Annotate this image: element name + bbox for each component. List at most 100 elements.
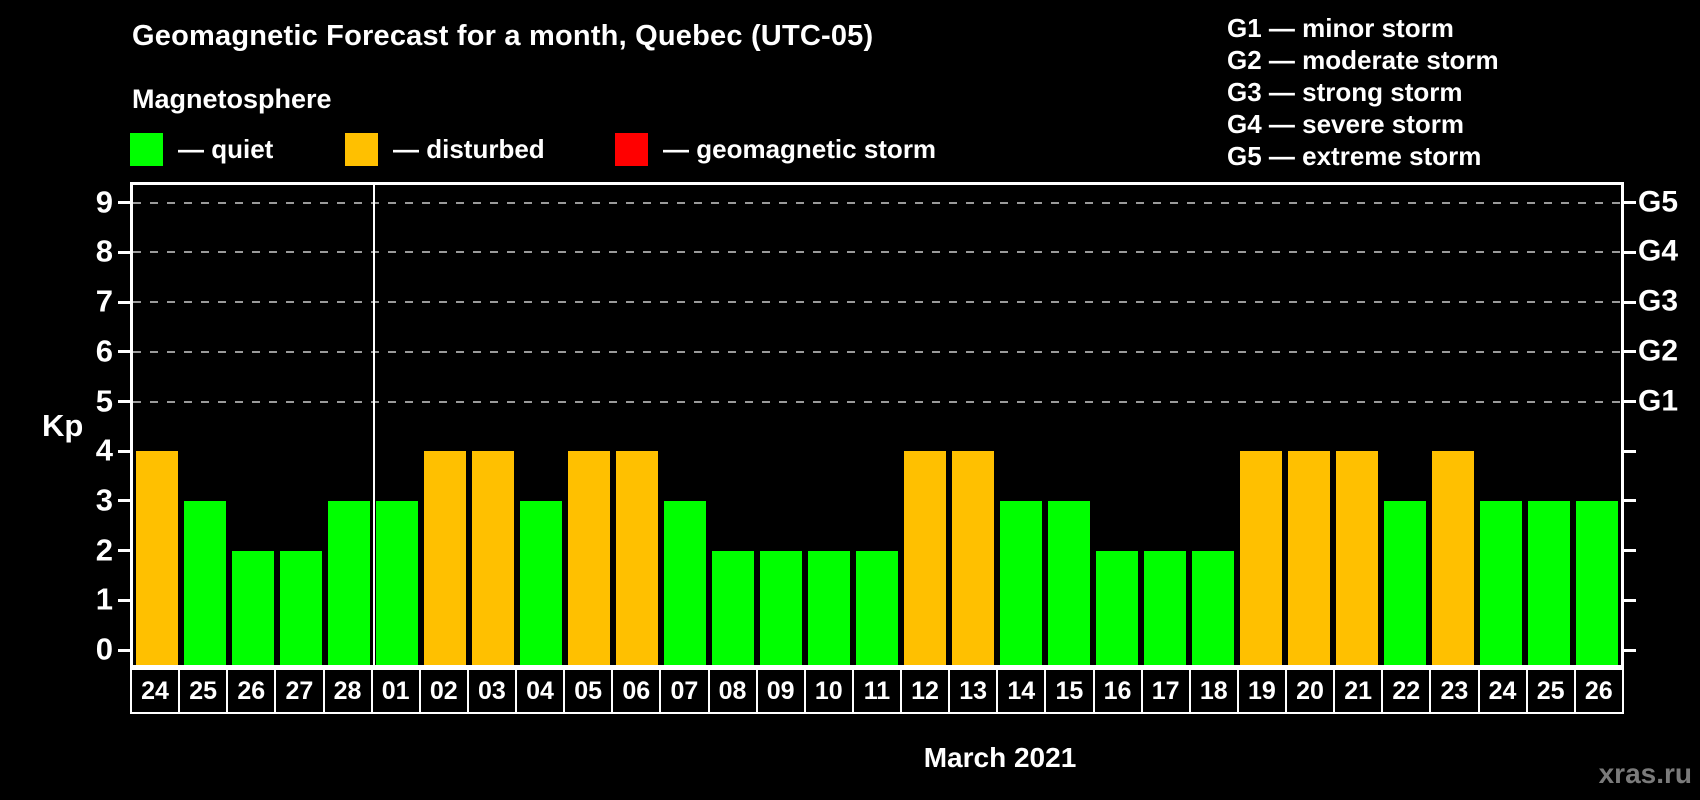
day-label-26: 26 <box>1573 668 1624 714</box>
g-legend-line-4: G4 — severe storm <box>1227 109 1465 139</box>
month-label: March 2021 <box>923 742 1077 773</box>
day-label-14: 14 <box>996 668 1047 714</box>
day-label-06: 06 <box>611 668 662 714</box>
quiet-swatch <box>130 133 163 166</box>
kp-bar-day-22 <box>1384 500 1426 665</box>
day-label-25: 25 <box>178 668 229 714</box>
kp-bar-day-08 <box>712 550 754 665</box>
y-tick-right-1 <box>1622 598 1636 602</box>
kp-bar-day-04 <box>520 500 562 665</box>
day-label-15: 15 <box>1044 668 1095 714</box>
storm-swatch <box>615 133 648 166</box>
day-label-24: 24 <box>1477 668 1528 714</box>
y-tick-label-8: 8 <box>95 233 113 269</box>
day-label-20: 20 <box>1285 668 1336 714</box>
day-label-27: 27 <box>274 668 325 714</box>
plot-inner: 0 1 2 3 4 5 6 7 8 9 G1 G2 G3 G4 G5 <box>96 184 1678 666</box>
kp-bar-day-24 <box>136 451 178 665</box>
kp-bar-day-25 <box>1528 500 1570 665</box>
y-tick-label-0: 0 <box>95 631 113 667</box>
legend-label-disturbed: — disturbed <box>393 134 545 164</box>
kp-bar-day-05 <box>568 451 610 665</box>
g-axis-label-G2: G2 <box>1638 334 1679 368</box>
day-label-24: 24 <box>130 668 181 714</box>
plot-area: 0 1 2 3 4 5 6 7 8 9 G1 G2 G3 G4 G5 <box>96 182 1678 668</box>
y-tick-label-2: 2 <box>95 531 113 567</box>
g-axis-label-G1: G1 <box>1638 383 1679 417</box>
legend-item-storm: — geomagnetic storm <box>615 133 936 166</box>
kp-bar-day-03 <box>472 451 514 665</box>
y-tick-label-4: 4 <box>95 432 113 468</box>
kp-bar-day-07 <box>664 500 706 665</box>
day-label-25: 25 <box>1525 668 1576 714</box>
day-label-03: 03 <box>466 668 517 714</box>
kp-bar-day-26 <box>1576 500 1618 665</box>
y-tick-right-2 <box>1622 549 1636 553</box>
day-axis: 24 25 26 27 28 01 02 03 04 05 06 07 08 09 10 11 12 13 14 15… <box>130 668 1624 714</box>
y-tick-left-8 <box>118 250 132 254</box>
y-tick-right-4 <box>1622 449 1636 453</box>
day-label-04: 04 <box>515 668 566 714</box>
kp-bar-day-24 <box>1480 500 1522 665</box>
day-label-10: 10 <box>803 668 854 714</box>
y-tick-right-9 <box>1622 201 1636 205</box>
kp-bar-day-20 <box>1288 451 1330 665</box>
g-legend-line-3: G3 — strong storm <box>1227 77 1463 107</box>
day-label-07: 07 <box>659 668 710 714</box>
y-tick-right-5 <box>1622 400 1636 403</box>
kp-bar-day-09 <box>760 550 802 665</box>
day-label-05: 05 <box>563 668 614 714</box>
kp-axis-label: Kp <box>42 408 84 443</box>
kp-bar-day-17 <box>1144 550 1186 665</box>
legend-item-disturbed: — disturbed <box>345 133 545 166</box>
y-tick-left-3 <box>118 499 132 503</box>
gridline-kp-5 <box>133 400 1621 403</box>
kp-bar-day-13 <box>952 451 994 665</box>
gridline-kp-9 <box>133 201 1621 204</box>
kp-bar-day-16 <box>1096 550 1138 665</box>
day-label-28: 28 <box>322 668 373 714</box>
day-label-01: 01 <box>370 668 421 714</box>
day-label-02: 02 <box>418 668 469 714</box>
kp-bar-day-18 <box>1192 550 1234 665</box>
g-scale-legend: G1 — minor storm G2 — moderate storm G3 — … <box>1227 12 1499 172</box>
y-tick-right-7 <box>1622 300 1636 304</box>
kp-bar-day-19 <box>1240 451 1282 665</box>
g-axis-label-G3: G3 <box>1638 284 1679 318</box>
kp-bar-day-02 <box>424 451 466 665</box>
kp-bar-day-10 <box>808 550 850 665</box>
day-label-12: 12 <box>900 668 951 714</box>
kp-bar-day-12 <box>904 451 946 665</box>
g-axis-label-G5: G5 <box>1638 185 1679 219</box>
day-label-22: 22 <box>1381 668 1432 714</box>
y-tick-left-1 <box>118 598 132 602</box>
day-label-13: 13 <box>948 668 999 714</box>
y-tick-label-7: 7 <box>95 283 113 319</box>
kp-bar-day-14 <box>1000 500 1042 665</box>
y-tick-right-3 <box>1622 499 1636 503</box>
y-tick-label-6: 6 <box>95 333 113 369</box>
y-tick-label-1: 1 <box>95 581 113 617</box>
day-label-21: 21 <box>1333 668 1384 714</box>
y-tick-left-2 <box>118 549 132 553</box>
y-tick-left-6 <box>118 350 132 354</box>
day-label-11: 11 <box>851 668 902 714</box>
day-label-26: 26 <box>226 668 277 714</box>
watermark: xras.ru <box>1598 758 1692 789</box>
g-legend-line-2: G2 — moderate storm <box>1227 45 1499 75</box>
y-tick-left-7 <box>118 300 132 304</box>
day-label-16: 16 <box>1092 668 1143 714</box>
kp-bar-day-28 <box>328 500 370 665</box>
kp-bar-day-21 <box>1336 451 1378 665</box>
kp-bar-day-15 <box>1048 500 1090 665</box>
gridline-kp-8 <box>133 251 1621 254</box>
magnetosphere-label: Magnetosphere <box>132 84 332 114</box>
y-tick-left-0 <box>118 648 132 652</box>
y-tick-right-8 <box>1622 250 1636 254</box>
y-tick-label-3: 3 <box>95 482 113 518</box>
day-label-08: 08 <box>707 668 758 714</box>
kp-bar-day-26 <box>232 550 274 665</box>
y-tick-left-5 <box>118 400 132 403</box>
day-label-18: 18 <box>1188 668 1239 714</box>
